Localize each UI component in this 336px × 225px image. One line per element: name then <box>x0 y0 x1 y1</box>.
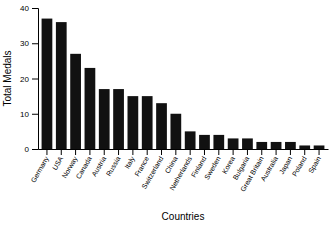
tick-mark <box>304 149 305 155</box>
bar <box>256 142 267 149</box>
tick-label: 30 <box>20 39 29 48</box>
tick-mark <box>175 149 176 155</box>
tick-label: Poland <box>291 155 308 177</box>
tick-mark <box>61 149 62 155</box>
tick-mark <box>104 149 105 155</box>
tick: China <box>164 149 179 175</box>
bar <box>242 138 253 149</box>
bar <box>128 96 139 149</box>
tick-label: Switzerland <box>140 155 164 190</box>
tick-label: Germany <box>29 155 51 184</box>
tick-mark <box>261 149 262 155</box>
tick-label: Netherlands <box>168 155 193 192</box>
bar <box>271 142 282 149</box>
tick: Poland <box>291 149 308 178</box>
bar <box>185 131 196 149</box>
tick-mark <box>218 149 219 155</box>
tick-mark <box>118 149 119 155</box>
tick: Russia <box>105 149 122 177</box>
tick-mark <box>290 149 291 155</box>
tick-label: 0 <box>25 145 30 154</box>
bar <box>170 114 181 149</box>
tick-mark <box>132 149 133 155</box>
tick-mark <box>46 149 47 155</box>
tick-label: 40 <box>20 4 29 13</box>
tick-mark <box>233 149 234 155</box>
chart: 0 10 20 30 40 GermanyUSANorwayCanadaAustriaRu… <box>0 0 336 225</box>
tick-mark <box>190 149 191 155</box>
bar <box>199 135 210 149</box>
axis-line <box>32 9 39 150</box>
bar <box>213 135 224 149</box>
tick: 10 <box>20 110 38 119</box>
tick: Canada <box>75 149 93 180</box>
tick-label: Sweden <box>203 155 222 180</box>
x-axis: GermanyUSANorwayCanadaAustriaRussiaItaly… <box>29 149 328 193</box>
tick-mark <box>32 43 38 44</box>
x-axis-title: Countries <box>162 211 205 222</box>
bar <box>299 145 310 149</box>
tick-mark <box>32 114 38 115</box>
tick: Switzerland <box>140 149 164 190</box>
bar <box>99 89 110 149</box>
tick-label: Australia <box>259 155 279 182</box>
bars <box>42 19 325 149</box>
tick-label: Russia <box>105 155 122 177</box>
tick: USA <box>51 149 64 171</box>
tick: Australia <box>259 149 279 182</box>
bar <box>70 54 81 149</box>
tick-mark <box>147 149 148 155</box>
bar <box>156 103 167 149</box>
bar <box>285 142 296 149</box>
tick: Korea <box>221 149 236 175</box>
tick-label: 10 <box>20 110 29 119</box>
tick-label: 20 <box>20 75 29 84</box>
bar <box>56 22 67 149</box>
y-axis: 0 10 20 30 40 <box>20 4 38 154</box>
tick-mark <box>32 149 38 150</box>
tick-mark <box>276 149 277 155</box>
bar <box>228 138 239 149</box>
tick-label: Canada <box>75 155 93 180</box>
tick: 30 <box>20 39 38 48</box>
tick-mark <box>32 8 38 9</box>
bar <box>113 89 124 149</box>
tick-mark <box>89 149 90 155</box>
tick-mark <box>161 149 162 155</box>
tick-mark <box>204 149 205 155</box>
bar <box>314 145 325 149</box>
tick: 0 <box>25 145 38 154</box>
tick: 20 <box>20 75 38 84</box>
tick: Spain <box>307 149 323 175</box>
tick: 40 <box>20 4 38 13</box>
plot: 0 10 20 30 40 GermanyUSANorwayCanadaAustriaRu… <box>20 4 328 193</box>
bar <box>142 96 153 149</box>
tick: Sweden <box>203 149 222 181</box>
bar <box>85 68 96 149</box>
tick-label: Great Britain <box>239 155 265 193</box>
tick: Germany <box>29 149 51 184</box>
tick: Great Britain <box>239 149 265 193</box>
y-axis-title: Total Medals <box>2 50 13 106</box>
tick-mark <box>75 149 76 155</box>
bar <box>42 19 53 149</box>
tick-label: Italy <box>123 155 137 171</box>
tick-mark <box>247 149 248 155</box>
tick-label: Spain <box>307 155 323 175</box>
tick: Italy <box>123 149 137 170</box>
tick-mark <box>32 79 38 80</box>
tick-label: USA <box>51 155 64 171</box>
axis-line <box>39 149 329 150</box>
tick: Netherlands <box>168 149 193 191</box>
tick-mark <box>319 149 320 155</box>
